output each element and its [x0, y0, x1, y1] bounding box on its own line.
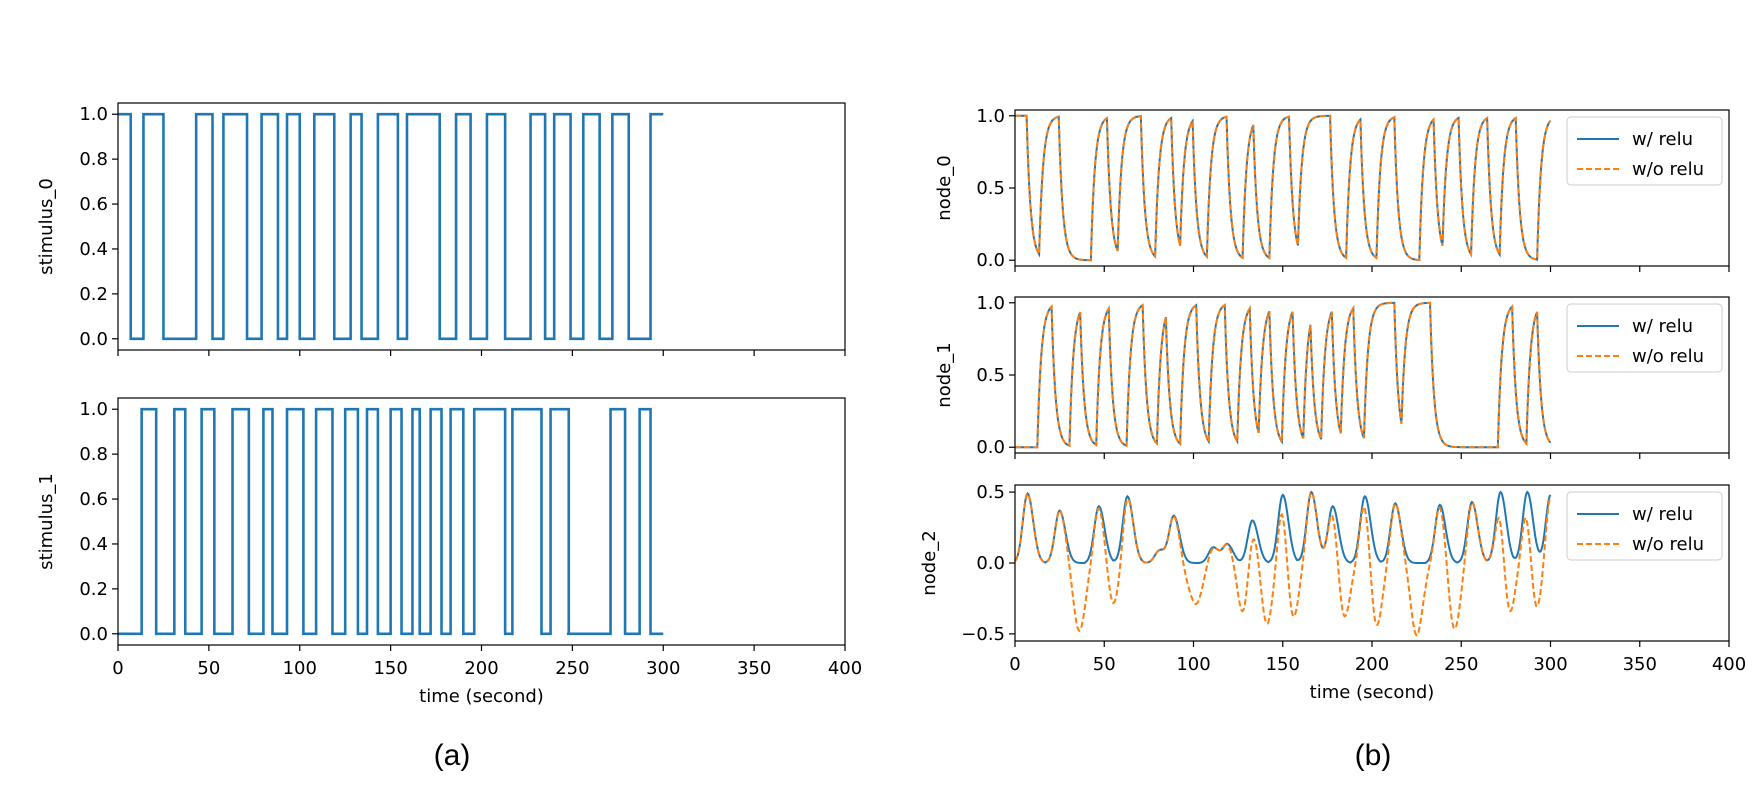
- ytick-label: 1.0: [976, 106, 1005, 127]
- xtick-label: 0: [112, 658, 123, 679]
- xlabel-node_2: time (second): [1310, 682, 1435, 703]
- ytick-label: 0.2: [79, 579, 108, 600]
- ytick-label: 0.4: [79, 239, 108, 260]
- ytick-label: 0.5: [976, 482, 1005, 503]
- ytick-label: 0.0: [976, 437, 1005, 458]
- legend-label: w/o relu: [1632, 534, 1704, 555]
- xtick-label: 300: [646, 658, 680, 679]
- caption-a: (a): [434, 739, 471, 772]
- ytick-label: 0.6: [79, 489, 108, 510]
- ytick-label: 0.0: [79, 624, 108, 645]
- xtick-label: 0: [1009, 654, 1020, 675]
- panel-node_2: −0.5 0.0 0.5 0 50 100 150 200 250 300 350 400 node_2…: [919, 482, 1746, 703]
- series-stimulus_0-0: [118, 112, 664, 341]
- ytick-label: 0.0: [976, 553, 1005, 574]
- panel-stimulus_0: 0.0 0.2 0.4 0.6 0.8 1.0 stimulus_0: [36, 102, 846, 356]
- ytick-label: 1.0: [79, 104, 108, 125]
- xtick-label: 100: [283, 658, 317, 679]
- legend-label: w/o relu: [1632, 159, 1704, 180]
- ytick-label: 0.8: [79, 149, 108, 170]
- ylabel-node_0: node_0: [934, 155, 955, 220]
- legend-node_0: w/ relu w/o relu: [1566, 116, 1723, 186]
- ytick-label: 0.5: [976, 365, 1005, 386]
- xtick-label: 250: [1444, 654, 1478, 675]
- legend-label: w/o relu: [1632, 346, 1704, 367]
- ylabel-node_1: node_1: [934, 342, 955, 407]
- xtick-label: 200: [464, 658, 498, 679]
- legend-label: w/ relu: [1632, 129, 1693, 150]
- xtick-label: 250: [555, 658, 589, 679]
- ytick-label: 0.5: [976, 178, 1005, 199]
- xtick-label: 50: [1093, 654, 1116, 675]
- series-node_2-wrelu: [1015, 490, 1552, 564]
- xtick-label: 400: [828, 658, 862, 679]
- panel-node_0: 0.0 0.5 1.0 node_0 w/ relu w/o relu: [934, 106, 1730, 272]
- ytick-label: 0.6: [79, 194, 108, 215]
- xtick-label: 350: [1623, 654, 1657, 675]
- xtick-label: 100: [1176, 654, 1210, 675]
- xtick-label: 50: [197, 658, 220, 679]
- legend-node_1: w/ relu w/o relu: [1566, 303, 1723, 373]
- xtick-label: 200: [1355, 654, 1389, 675]
- ylabel-stimulus_0: stimulus_0: [36, 178, 57, 275]
- series-node_0-wrelu: [1015, 114, 1552, 262]
- ytick-label: 0.8: [79, 444, 108, 465]
- series-stimulus_1-0: [118, 407, 664, 636]
- xtick-label: 400: [1712, 654, 1746, 675]
- legend-node_2: w/ relu w/o relu: [1566, 491, 1723, 561]
- xtick-label: 150: [373, 658, 407, 679]
- xlabel-stimulus_1: time (second): [419, 686, 544, 707]
- ylabel-node_2: node_2: [919, 530, 940, 595]
- series-node_2-worelu: [1015, 490, 1552, 637]
- panel-node_1: 0.0 0.5 1.0 node_1 w/ relu w/o relu: [934, 293, 1730, 459]
- ylabel-stimulus_1: stimulus_1: [36, 473, 57, 570]
- ytick-label: 0.0: [976, 250, 1005, 271]
- xtick-label: 150: [1266, 654, 1300, 675]
- series-node_0-worelu: [1015, 114, 1552, 262]
- panel-stimulus_1: 0.0 0.2 0.4 0.6 0.8 1.0 0 50 100 150 200 250 300 350 4…: [36, 397, 862, 707]
- xtick-label: 350: [737, 658, 771, 679]
- ytick-label: 0.2: [79, 284, 108, 305]
- legend-label: w/ relu: [1632, 504, 1693, 525]
- series-node_1-worelu: [1015, 301, 1552, 449]
- xtick-label: 300: [1533, 654, 1567, 675]
- ytick-label: 1.0: [79, 399, 108, 420]
- ytick-label: 1.0: [976, 293, 1005, 314]
- ytick-label: 0.4: [79, 534, 108, 555]
- axes-frame: [117, 102, 846, 351]
- axes-frame: [117, 397, 846, 646]
- ytick-label: 0.0: [79, 329, 108, 350]
- caption-b: (b): [1355, 739, 1392, 772]
- ytick-label: −0.5: [961, 624, 1005, 645]
- legend-label: w/ relu: [1632, 316, 1693, 337]
